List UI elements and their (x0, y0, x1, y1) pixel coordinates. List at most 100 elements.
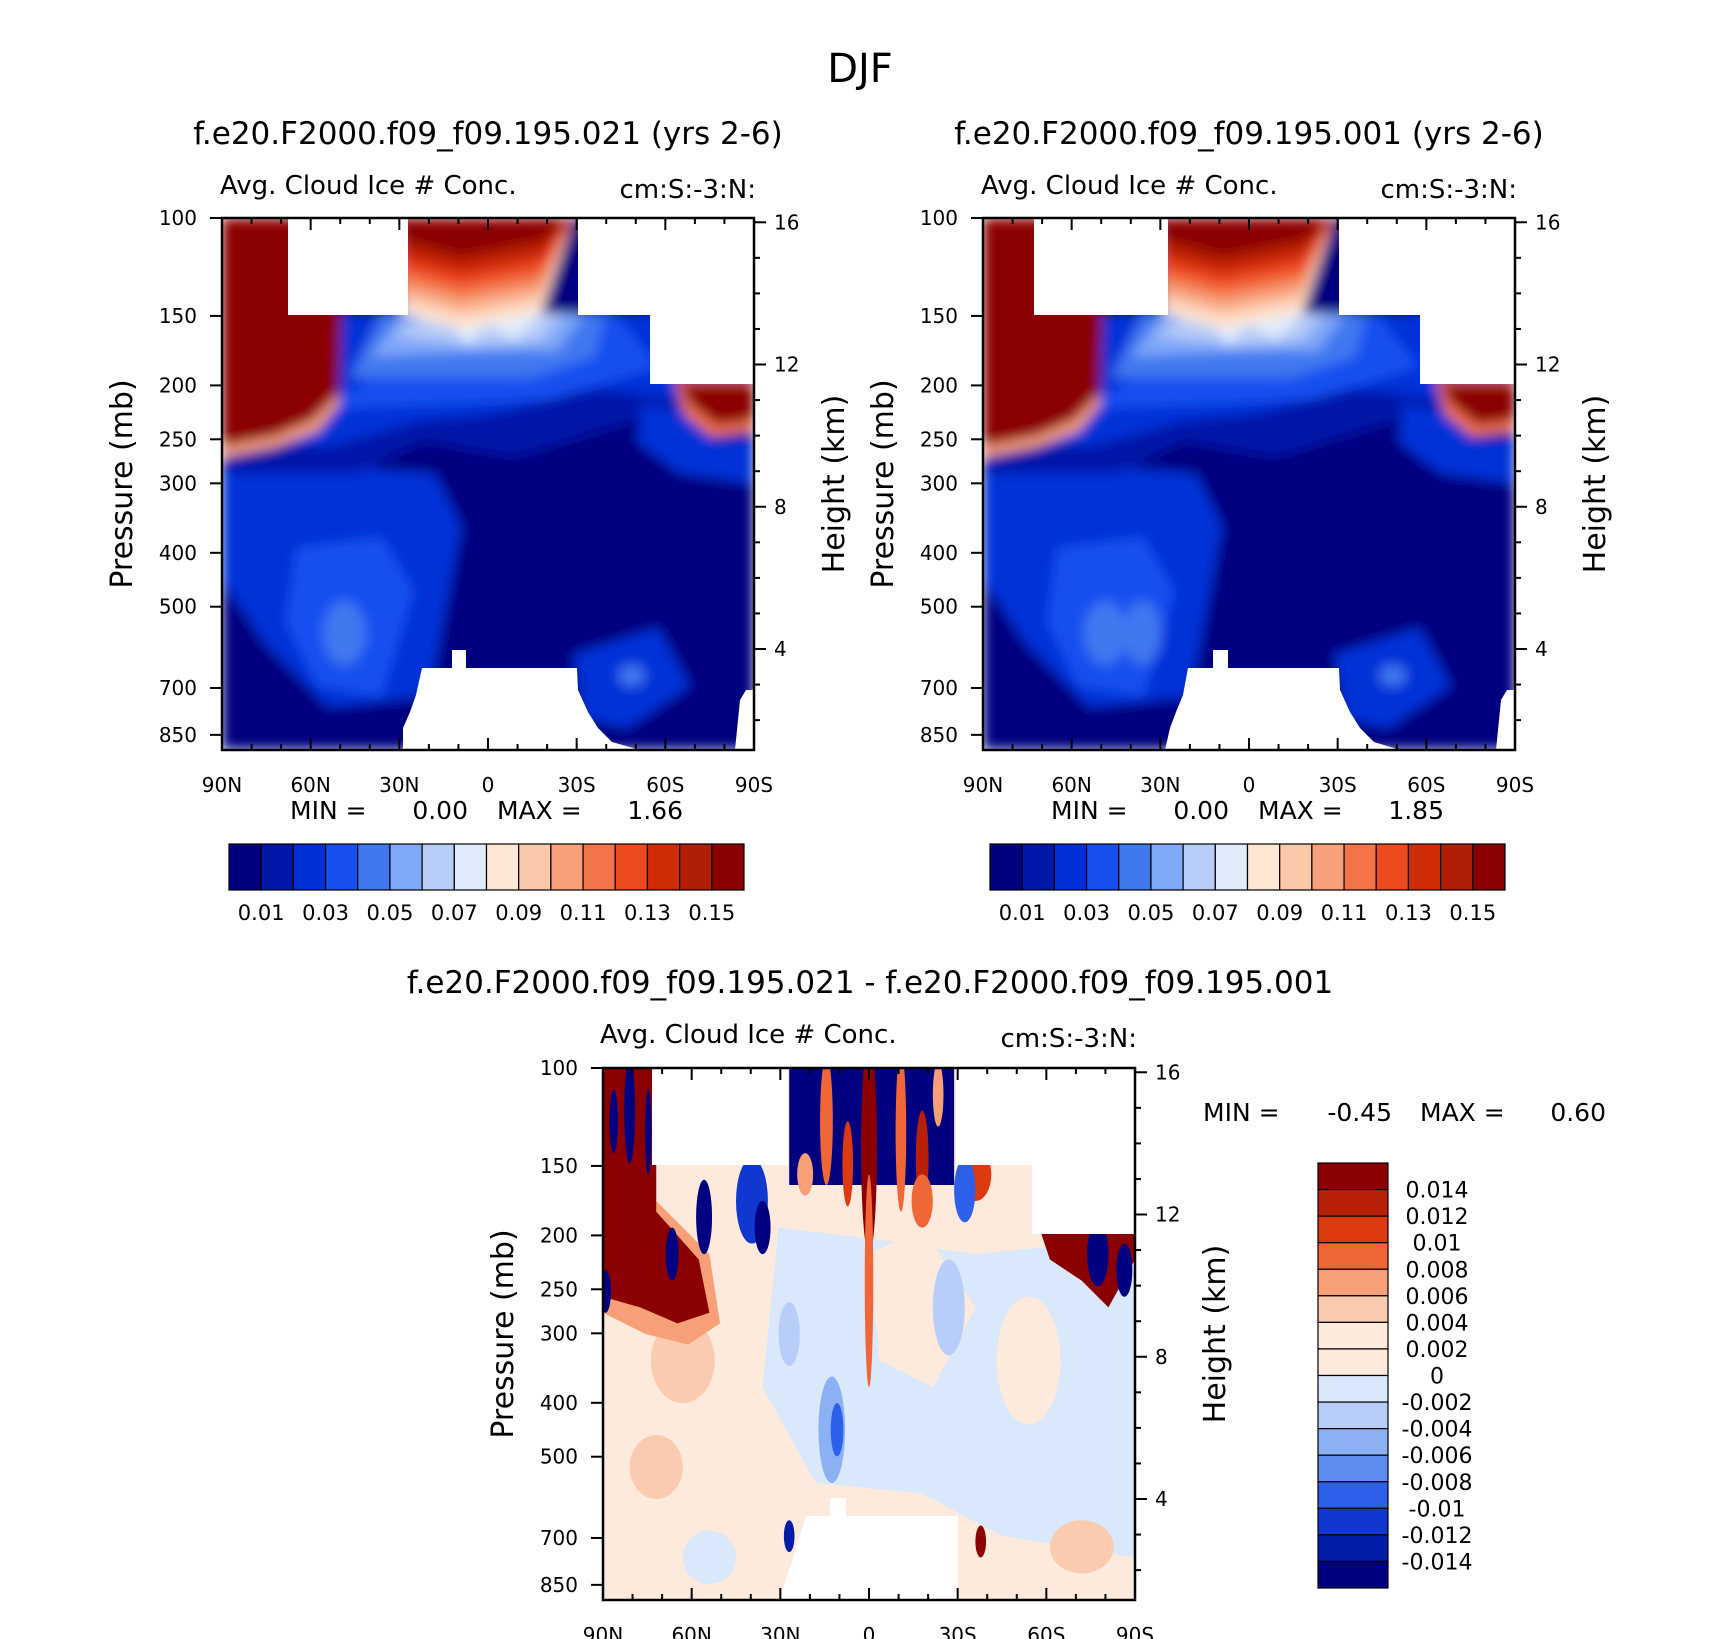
max-value: 1.66 (627, 796, 683, 825)
y-tick-label: 250 (920, 427, 958, 451)
units-label: cm:S:-3:N: (1000, 1024, 1137, 1054)
y-tick-label: 100 (159, 206, 197, 230)
contour-band (932, 1068, 944, 1127)
colorbar-bin (1246, 843, 1281, 891)
contour-band (1049, 1520, 1114, 1574)
y-tick-label: 400 (540, 1391, 578, 1415)
colorbar-bin (1317, 1348, 1389, 1377)
colorbar-bin (550, 843, 584, 891)
missing-region (1032, 1160, 1135, 1234)
missing-region (1165, 650, 1400, 750)
missing-region (650, 310, 754, 384)
y-axis-right-label: Height (km) (1578, 395, 1613, 574)
colorbar-bin (1317, 1188, 1389, 1217)
axes: 90N 60N 30N 0 30S 60S 90S 100 150 200 250 300 400 500… (540, 1056, 1181, 1639)
colorbar-label: -0.004 (1402, 1418, 1473, 1443)
x-tick-label: 30N (1140, 773, 1180, 797)
missing-region (780, 1498, 958, 1600)
colorbar-bin (614, 843, 649, 891)
contour-band (1158, 218, 1335, 256)
colorbar-bin (1375, 843, 1410, 891)
y-tick-label: 850 (920, 723, 958, 747)
y-tick-label: 150 (920, 304, 958, 328)
colorbar-bin (1021, 843, 1055, 891)
colorbar-label: 0.09 (495, 901, 542, 925)
colorbar-bin (1317, 1428, 1389, 1456)
colorbar-label: 0.11 (560, 901, 607, 925)
contour-band (754, 1201, 771, 1255)
colorbar-bin (1317, 1268, 1389, 1297)
max-label: MAX = (497, 796, 582, 825)
y-tick-label: 500 (159, 595, 197, 619)
contour-band (397, 218, 574, 256)
colorbar-bin (711, 843, 745, 891)
contour-band (864, 1174, 874, 1388)
y-axis-label: Pressure (mb) (866, 379, 901, 588)
colorbar-bin (1085, 843, 1120, 891)
contour-band (820, 1068, 833, 1186)
contour-band (609, 1089, 618, 1154)
colorbar-bin (518, 843, 552, 891)
colorbar-bin (1150, 843, 1184, 891)
min-label: MIN = (290, 796, 367, 825)
colorbar-label: 0.13 (1385, 901, 1432, 925)
panel-title: f.e20.F2000.f09_f09.195.021 (yrs 2-6) (193, 116, 783, 152)
contour-band (629, 1435, 683, 1499)
colorbar-bin (1343, 843, 1377, 891)
colorbar-bin (1317, 1481, 1389, 1509)
y-tick-label: 200 (920, 373, 958, 397)
max-value: 1.85 (1388, 796, 1444, 825)
colorbar-bin (260, 843, 294, 891)
contour-band (1440, 382, 1515, 426)
y-right-tick-label: 8 (1155, 1345, 1168, 1369)
y-tick-label: 300 (920, 471, 958, 495)
colorbar-label: 0.012 (1406, 1205, 1469, 1230)
contour-band (682, 1530, 737, 1585)
colorbar-bin (1317, 1242, 1389, 1270)
colorbar: 0.01 0.03 0.05 0.07 0.09 0.11 0.13 0.15 (989, 843, 1506, 925)
contour-band (996, 1296, 1061, 1425)
x-tick-label: 90S (735, 773, 773, 797)
y-tick-label: 700 (920, 676, 958, 700)
y-tick-label: 500 (540, 1445, 578, 1469)
contour-band (861, 1068, 877, 1255)
colorbar-label: 0.15 (1449, 901, 1496, 925)
x-tick-label: 60S (1027, 1623, 1065, 1639)
min-value: -0.45 (1327, 1098, 1392, 1127)
y-tick-label: 100 (920, 206, 958, 230)
y-axis-label: Pressure (mb) (105, 379, 140, 588)
y-right-tick-label: 4 (1155, 1487, 1168, 1511)
colorbar-bin (1317, 1321, 1389, 1350)
contour-band (975, 1525, 987, 1558)
colorbar-bin (1317, 1401, 1389, 1430)
colorbar-bin (357, 843, 391, 891)
x-tick-label: 90S (1116, 1623, 1154, 1639)
colorbar-bin (1317, 1374, 1389, 1403)
units-label: cm:S:-3:N: (1380, 175, 1517, 205)
y-right-tick-label: 16 (774, 210, 799, 234)
missing-region (1496, 690, 1515, 750)
missing-data-mask (1034, 218, 1515, 750)
colorbar-label: 0.006 (1406, 1285, 1469, 1310)
y-right-tick-label: 12 (774, 353, 799, 377)
colorbar-label: 0.03 (302, 901, 349, 925)
contour-band (1084, 601, 1127, 665)
contour-band (778, 1302, 800, 1366)
missing-region (288, 218, 408, 315)
contour-band (911, 1174, 933, 1228)
colorbar-bin (324, 843, 359, 891)
contour-band (636, 404, 754, 484)
variable-label: Avg. Cloud Ice # Conc. (981, 171, 1278, 201)
x-tick-label: 30N (760, 1623, 800, 1639)
contour-band (1116, 1243, 1133, 1297)
y-tick-label: 200 (540, 1223, 578, 1247)
panel-title: f.e20.F2000.f09_f09.195.021 - f.e20.F200… (407, 965, 1333, 1001)
y-right-tick-label: 16 (1535, 210, 1560, 234)
colorbar-bin (1214, 843, 1249, 891)
missing-region (1034, 218, 1168, 315)
missing-region (578, 218, 754, 315)
max-value: 0.60 (1550, 1098, 1606, 1127)
colorbar-label: 0.01 (999, 901, 1046, 925)
y-tick-label: 400 (159, 541, 197, 565)
